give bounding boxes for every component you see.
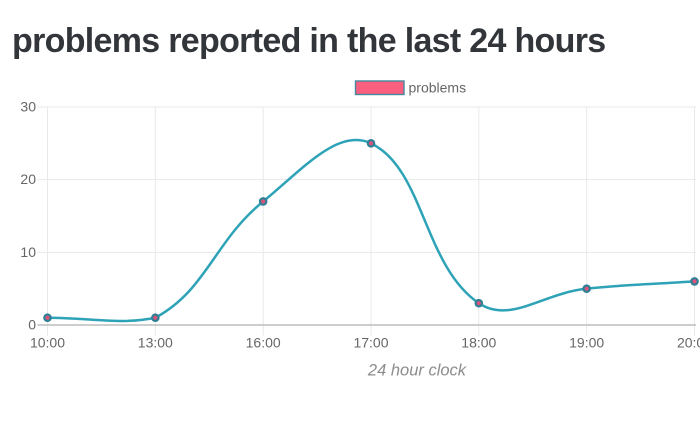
- svg-text:10: 10: [20, 244, 36, 260]
- svg-text:10:00: 10:00: [30, 335, 65, 351]
- svg-text:18:00: 18:00: [461, 335, 496, 351]
- svg-text:20: 20: [20, 171, 36, 187]
- svg-text:19:00: 19:00: [569, 335, 604, 351]
- svg-text:13:00: 13:00: [138, 335, 173, 351]
- svg-text:problems: problems: [409, 80, 467, 96]
- svg-text:30: 30: [20, 99, 36, 115]
- svg-text:0: 0: [28, 317, 36, 333]
- svg-text:16:00: 16:00: [246, 335, 281, 351]
- svg-text:20:00: 20:00: [677, 335, 700, 351]
- svg-text:17:00: 17:00: [353, 335, 388, 351]
- svg-text:24 hour clock: 24 hour clock: [367, 362, 467, 380]
